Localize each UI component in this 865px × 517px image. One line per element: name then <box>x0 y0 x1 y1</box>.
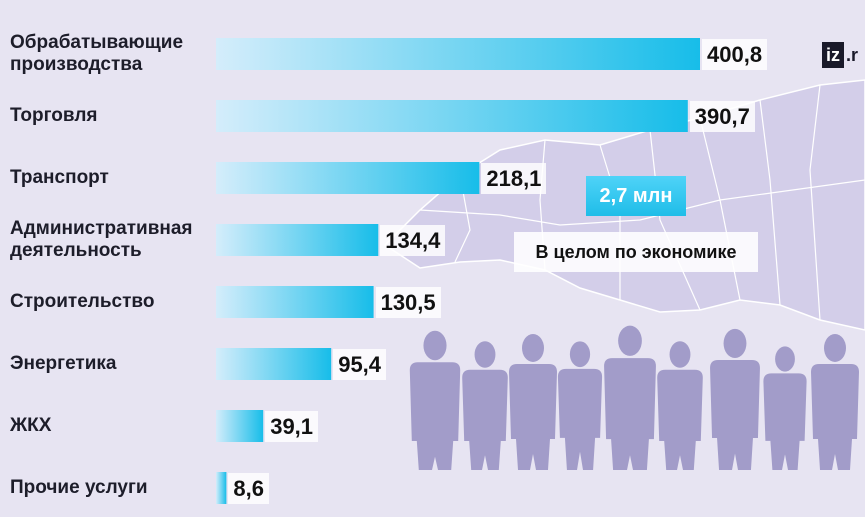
bar-7 <box>216 410 264 442</box>
category-label: ЖКХ <box>10 415 210 437</box>
value-label: 390,7 <box>689 101 755 132</box>
category-label-line: деятельность <box>10 240 142 261</box>
izvestia-logo: iz .r <box>822 42 858 68</box>
value-label: 134,4 <box>380 225 446 256</box>
bar-3 <box>216 162 480 194</box>
total-label-box: В целом по экономике <box>514 232 758 272</box>
bars <box>216 38 700 504</box>
logo-box: iz <box>822 42 845 68</box>
person-silhouette <box>557 341 603 470</box>
bar-4 <box>216 224 379 256</box>
category-label: Прочие услуги <box>10 477 210 499</box>
category-label-line: Обрабатывающие <box>10 32 184 53</box>
value-label: 39,1 <box>265 411 319 442</box>
bar-6 <box>216 348 332 380</box>
value-label: 218,1 <box>481 163 547 194</box>
bar-8 <box>216 472 227 504</box>
category-label-line: Прочие услуги <box>10 477 148 498</box>
person-silhouette <box>811 334 859 470</box>
category-label: Энергетика <box>10 353 210 375</box>
person-silhouette <box>409 330 461 470</box>
person-silhouette <box>604 325 656 470</box>
value-label: 400,8 <box>702 39 768 70</box>
category-label-line: ЖКХ <box>10 415 52 436</box>
value-label: 8,6 <box>228 473 269 504</box>
person-silhouette <box>763 346 807 470</box>
category-label: Обрабатывающие производства <box>10 32 210 76</box>
category-label-line: Административная <box>10 218 193 239</box>
value-label: 130,5 <box>375 287 441 318</box>
category-label: Строительство <box>10 291 210 313</box>
person-silhouette <box>710 328 760 470</box>
bar-5 <box>216 286 374 318</box>
person-silhouette <box>509 334 557 470</box>
people-silhouettes <box>409 325 859 470</box>
category-label-line: производства <box>10 54 143 75</box>
value-label: 95,4 <box>333 349 387 380</box>
logo-rest: .r <box>846 45 859 65</box>
category-label-line: Энергетика <box>10 353 117 374</box>
person-silhouette <box>657 341 703 470</box>
bar-1 <box>216 38 700 70</box>
category-label: Транспорт <box>10 167 210 189</box>
category-label-line: Торговля <box>10 105 98 126</box>
person-silhouette <box>462 341 508 470</box>
bar-2 <box>216 100 688 132</box>
total-value-badge: 2,7 млн <box>586 176 686 216</box>
category-label: Административная деятельность <box>10 218 210 262</box>
category-label-line: Строительство <box>10 291 155 312</box>
category-label-line: Транспорт <box>10 167 109 188</box>
category-label: Торговля <box>10 105 210 127</box>
